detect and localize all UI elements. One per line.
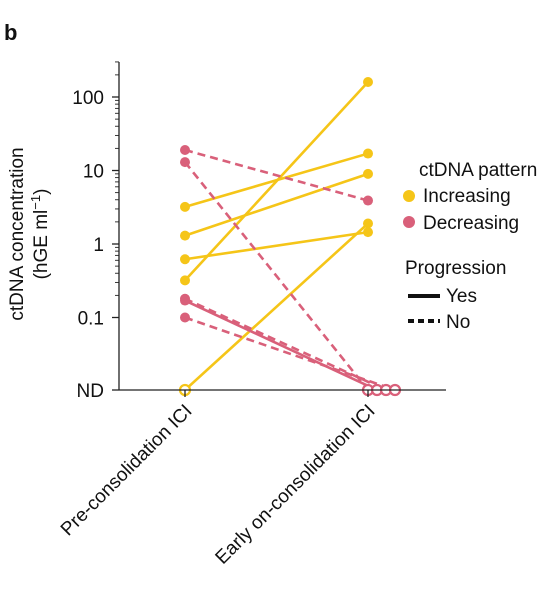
legend-no-label: No <box>446 312 470 333</box>
series-line <box>184 222 369 391</box>
x-categories: Pre-consolidation ICI Early on-consolidat… <box>57 390 380 569</box>
series-line <box>184 148 369 202</box>
legend-decreasing-marker <box>403 216 415 228</box>
data-point <box>180 157 190 168</box>
series-line <box>184 230 369 261</box>
data-point <box>363 168 373 179</box>
y-tick-label: 100 <box>72 88 104 109</box>
series-lines <box>183 81 396 392</box>
y-tick-label: 1 <box>93 235 104 256</box>
x-category-label: Pre-consolidation ICI <box>57 401 197 541</box>
legend: ctDNA pattern Increasing Decreasing Prog… <box>403 160 537 333</box>
data-point <box>180 145 190 156</box>
legend-increasing-label: Increasing <box>423 186 511 207</box>
y-ticks: 100 10 1 0.1 ND <box>72 61 119 402</box>
data-point <box>363 76 373 87</box>
data-point <box>180 254 190 265</box>
series-line <box>184 172 369 237</box>
data-point <box>180 312 190 323</box>
series-line <box>183 161 370 391</box>
y-axis-title: ctDNA concentration <box>7 147 28 320</box>
y-tick-label: ND <box>77 381 104 402</box>
data-point <box>363 227 373 238</box>
series-line <box>184 299 378 392</box>
data-point <box>180 230 190 241</box>
series-points <box>178 76 402 397</box>
panel-label: b <box>4 20 18 45</box>
y-tick-label: 0.1 <box>78 309 104 330</box>
series-line <box>184 152 369 209</box>
data-point <box>363 148 373 159</box>
data-point <box>180 275 190 286</box>
legend-pattern-title: ctDNA pattern <box>419 160 537 181</box>
data-point <box>180 201 190 212</box>
data-point <box>363 218 373 229</box>
y-tick-label: 10 <box>83 162 104 183</box>
data-point <box>180 293 190 304</box>
legend-increasing-marker <box>403 190 415 202</box>
data-point <box>363 195 373 206</box>
legend-yes-label: Yes <box>446 286 477 307</box>
series-line <box>184 297 387 392</box>
legend-progression-title: Progression <box>405 258 506 279</box>
y-axis-unit: (hGE ml−1) <box>28 189 53 280</box>
x-category-label: Early on-consolidation ICI <box>212 401 380 569</box>
legend-decreasing-label: Decreasing <box>423 213 519 234</box>
series-line <box>184 316 396 392</box>
